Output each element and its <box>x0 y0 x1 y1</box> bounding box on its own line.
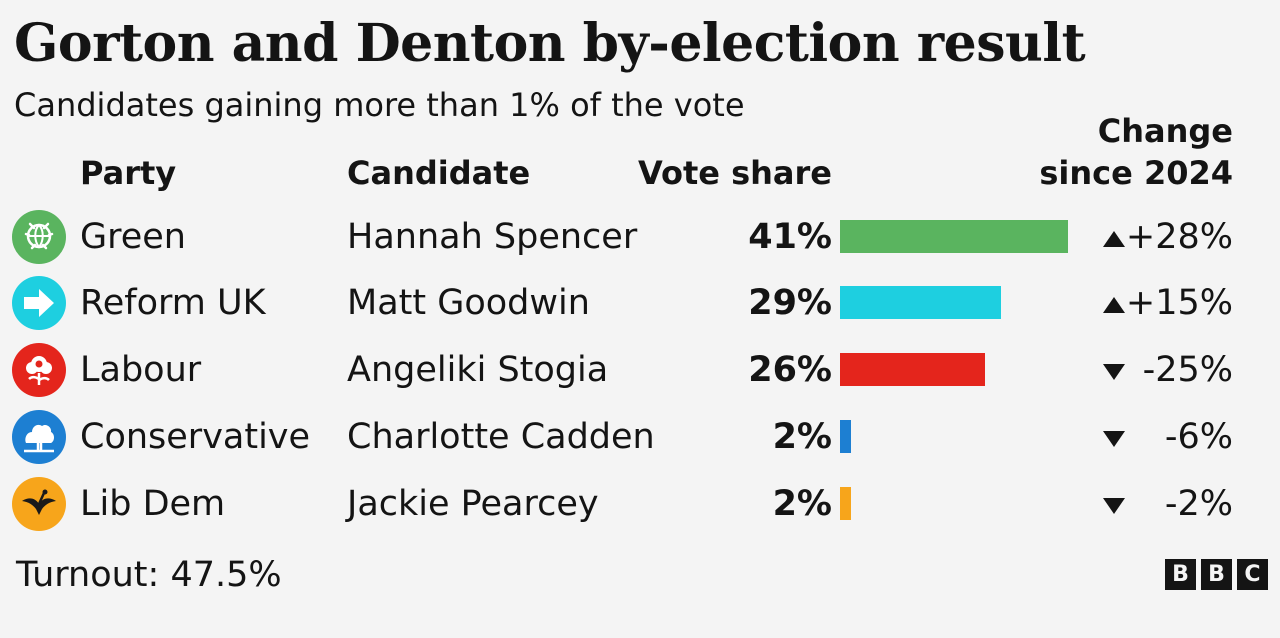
bbc-logo-block: C <box>1237 559 1268 590</box>
chart-subtitle: Candidates gaining more than 1% of the v… <box>14 86 745 124</box>
labour-logo-icon <box>12 343 66 397</box>
candidate-column-header: Candidate <box>347 154 531 192</box>
vote-share-bar <box>840 420 851 453</box>
bbc-logo-block: B <box>1201 559 1232 590</box>
change-column-header: Change since 2024 <box>993 110 1233 194</box>
result-row-lib-dem: Lib Dem Jackie Pearcey 2% -2% <box>0 471 1280 537</box>
party-name: Labour <box>80 350 202 390</box>
lib-dem-logo-icon <box>12 477 66 531</box>
change-label: -6% <box>1164 417 1233 457</box>
conservative-logo-icon <box>12 410 66 464</box>
change-label: +28% <box>1125 217 1233 257</box>
change-arrow-icon <box>1103 431 1125 447</box>
change-label: -25% <box>1142 350 1233 390</box>
change-arrow-icon <box>1103 364 1125 380</box>
party-name: Reform UK <box>80 283 266 323</box>
change-arrow-icon <box>1103 297 1125 313</box>
change-header-line-1: Change <box>1097 112 1233 150</box>
vote-share-label: 26% <box>748 350 832 390</box>
vote-share-bar <box>840 487 851 520</box>
vote-share-label: 2% <box>772 484 832 524</box>
party-column-header: Party <box>80 154 177 192</box>
result-row-green: Green Hannah Spencer 41% +28% <box>0 204 1280 270</box>
candidate-name: Jackie Pearcey <box>347 484 599 524</box>
candidate-name: Hannah Spencer <box>347 217 638 257</box>
chart-title: Gorton and Denton by-election result <box>14 13 1086 74</box>
candidate-name: Charlotte Cadden <box>347 417 655 457</box>
green-party-logo-icon <box>12 210 66 264</box>
reform-uk-logo-icon <box>12 276 66 330</box>
vote-share-bar <box>840 353 985 386</box>
change-header-line-2: since 2024 <box>1039 154 1233 192</box>
change-arrow-icon <box>1103 231 1125 247</box>
bbc-logo: B B C <box>1165 559 1268 590</box>
vote-share-bar <box>840 220 1068 253</box>
turnout-label: Turnout: 47.5% <box>16 555 282 595</box>
vote-share-label: 2% <box>772 417 832 457</box>
vote-share-label: 29% <box>748 283 832 323</box>
candidate-name: Angeliki Stogia <box>347 350 609 390</box>
party-name: Conservative <box>80 417 311 457</box>
party-name: Green <box>80 217 186 257</box>
vote-share-column-header: Vote share <box>637 154 832 192</box>
change-label: -2% <box>1164 484 1233 524</box>
result-row-conservative: Conservative Charlotte Cadden 2% -6% <box>0 404 1280 470</box>
candidate-name: Matt Goodwin <box>347 283 590 323</box>
result-row-labour: Labour Angeliki Stogia 26% -25% <box>0 337 1280 403</box>
party-name: Lib Dem <box>80 484 226 524</box>
vote-share-label: 41% <box>748 217 832 257</box>
result-row-reform-uk: Reform UK Matt Goodwin 29% +15% <box>0 270 1280 336</box>
change-arrow-icon <box>1103 498 1125 514</box>
change-label: +15% <box>1125 283 1233 323</box>
vote-share-bar <box>840 286 1001 319</box>
bbc-logo-block: B <box>1165 559 1196 590</box>
